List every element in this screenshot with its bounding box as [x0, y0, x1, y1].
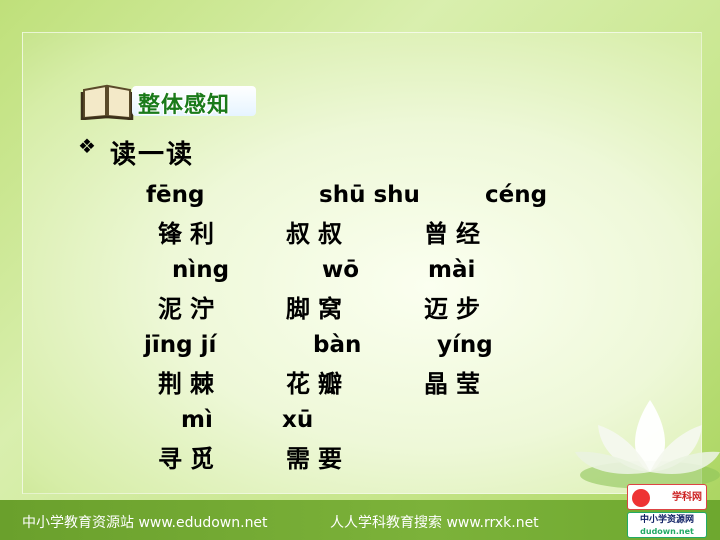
mascot-icon: [632, 489, 650, 507]
vocab-word: 曾经: [424, 220, 488, 248]
xuekewang-logo[interactable]: 学科网: [627, 484, 707, 510]
vocab-word: 锋利: [158, 220, 222, 248]
vocab-word: 寻觅: [158, 445, 222, 473]
resource-site-logo[interactable]: 中小学资源网 dudown.net: [627, 512, 707, 538]
pinyin-label: xū: [282, 407, 314, 433]
open-book-icon: [80, 84, 134, 120]
bullet-icon: ❖: [78, 134, 96, 158]
pinyin-label: fēng: [146, 182, 205, 208]
pinyin-label: céng: [485, 182, 548, 208]
pinyin-label: mì: [181, 407, 213, 433]
vocab-word: 迈步: [424, 295, 488, 323]
vocab-word: 泥泞: [158, 295, 222, 323]
footer-bar: [0, 500, 720, 540]
vocab-word: 晶莹: [424, 370, 488, 398]
pinyin-label: shū shu: [319, 182, 420, 208]
vocab-word: 叔叔: [286, 220, 350, 248]
pinyin-label: bàn: [313, 332, 362, 358]
logo-sub-text: dudown.net: [640, 527, 694, 536]
page-title: 整体感知: [138, 93, 231, 118]
pinyin-label: jīng jí: [144, 332, 217, 358]
section-title: 读一读: [110, 140, 195, 170]
vocab-word: 需要: [286, 445, 350, 473]
pinyin-label: mài: [428, 257, 476, 283]
lotus-flower-icon: [575, 400, 720, 489]
logo-text: 学科网: [672, 492, 702, 503]
pinyin-label: wō: [322, 257, 360, 283]
vocab-word: 脚窝: [286, 295, 350, 323]
logo-main-text: 中小学资源网: [639, 515, 694, 525]
header-tab: [132, 86, 256, 116]
pinyin-label: yíng: [437, 332, 493, 358]
vocab-word: 花瓣: [286, 370, 350, 398]
footer-link-rrxk[interactable]: 人人学科教育搜索 www.rrxk.net: [330, 515, 539, 531]
footer-link-edudown[interactable]: 中小学教育资源站 www.edudown.net: [22, 515, 268, 531]
pinyin-label: nìng: [172, 257, 230, 283]
vocab-word: 荆棘: [158, 370, 222, 398]
